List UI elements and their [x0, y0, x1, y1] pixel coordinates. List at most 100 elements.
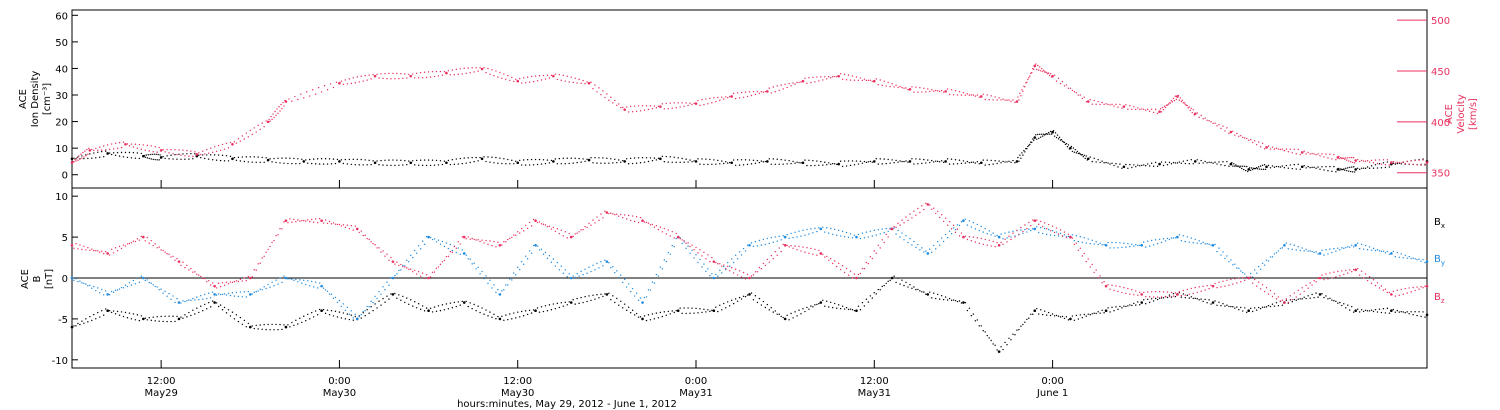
- bottom-series-2-trace: [1043, 222, 1046, 224]
- top-left-0-series-0-trace: [1146, 163, 1149, 165]
- top-right-1-series-0-point: [409, 74, 413, 78]
- bottom-series-1-trace: [91, 287, 93, 289]
- bottom-series-2-trace: [1253, 278, 1256, 281]
- bottom-series-2-trace: [1095, 269, 1097, 271]
- bottom-series-2-trace: [1075, 242, 1078, 244]
- bottom-series-2-trace: [984, 238, 986, 241]
- top-left-0-series-0-trace: [241, 156, 244, 158]
- bottom-series-1-trace: [1412, 257, 1414, 259]
- top-left-0-series-0-trace: [691, 161, 693, 163]
- bottom-series-0-trace: [457, 301, 459, 303]
- top-left-0-series-0-trace: [93, 152, 95, 154]
- bottom-series-2-trace: [857, 273, 860, 276]
- bottom-series-0-trace: [314, 310, 317, 312]
- bottom-series-2-trace: [190, 267, 192, 270]
- top-right-1-series-0-trace: [194, 151, 196, 153]
- bottom-series-0-trace: [219, 304, 222, 306]
- bottom-series-2-trace: [283, 221, 285, 223]
- top-left-0-series-0-trace: [1148, 165, 1151, 167]
- bottom-series-1-trace: [1416, 259, 1418, 261]
- top-left-0-series-0-trace: [639, 162, 642, 164]
- bottom-series-1-trace: [1093, 243, 1095, 245]
- top-right-1-series-0-trace: [386, 77, 388, 80]
- bottom-series-0-trace: [1400, 310, 1402, 313]
- bottom-series-2-trace: [1012, 232, 1014, 234]
- top-left-0-series-0-trace: [905, 160, 907, 162]
- top-right-1-series-0-trace: [847, 74, 850, 76]
- bottom-series-2-trace: [1325, 273, 1327, 275]
- bottom-series-0-trace: [1115, 306, 1117, 308]
- bottom-series-0-trace: [604, 293, 606, 295]
- top-right-1-series-0-trace: [701, 98, 703, 101]
- top-right-1-series-0-point: [159, 149, 163, 152]
- top-left-0-series-0-trace: [891, 159, 893, 161]
- top-right-1-series-0-trace: [794, 83, 796, 85]
- top-right-1-series-0-trace: [425, 76, 428, 79]
- top-right-1-series-0-trace: [1048, 74, 1051, 77]
- bottom-series-1-trace: [1067, 235, 1070, 238]
- bottom-series-2-point: [320, 219, 323, 223]
- bottom-series-1-trace: [1313, 251, 1315, 254]
- bottom-series-1-trace: [318, 282, 321, 284]
- top-right-1-series-0-point: [1158, 110, 1161, 114]
- top-left-0-series-0-trace: [927, 159, 929, 161]
- bottom-series-1-trace: [471, 263, 473, 265]
- top-left-0-series-0-trace: [833, 163, 836, 165]
- bottom-series-1-trace: [1028, 228, 1030, 230]
- bottom-series-0-trace: [661, 315, 664, 318]
- bottom-series-2-trace: [126, 243, 129, 245]
- bottom-series-2-trace: [471, 237, 473, 240]
- bottom-series-2-trace: [1315, 281, 1317, 283]
- bottom-series-0-trace: [629, 311, 632, 314]
- bottom-series-0-trace: [128, 312, 131, 314]
- bottom-series-0-trace: [108, 310, 111, 312]
- top-left-0-series-0-trace: [651, 160, 654, 162]
- bottom-series-2-trace: [461, 236, 463, 238]
- bottom-series-1-trace: [637, 299, 640, 302]
- bottom-series-1-trace: [618, 276, 620, 279]
- bottom-series-2-trace: [610, 212, 612, 214]
- bottom-series-1-trace: [368, 305, 370, 308]
- bottom-series-1-trace: [277, 283, 279, 285]
- bottom-series-0-trace: [1097, 311, 1099, 313]
- bottom-series-0-trace: [1006, 344, 1008, 346]
- bottom-series-1-trace: [1408, 256, 1410, 258]
- bottom-series-1-trace: [1190, 237, 1192, 239]
- bottom-series-0-trace: [1265, 306, 1268, 308]
- bottom-series-2-trace: [701, 255, 703, 257]
- bottom-series-2-trace: [719, 263, 721, 265]
- bottom-series-2-trace: [408, 268, 410, 271]
- bottom-series-0-trace: [1309, 297, 1311, 299]
- bottom-series-0-trace: [984, 331, 986, 333]
- bottom-series-2-trace: [1317, 277, 1319, 280]
- top-right-1-series-0-trace: [120, 146, 123, 149]
- top-right-1-series-0-trace: [457, 73, 459, 76]
- bottom-series-2-trace: [1182, 289, 1185, 292]
- bottom-series-1-trace: [851, 237, 854, 239]
- bottom-series-1-trace: [1255, 272, 1258, 274]
- top-left-0-series-0-trace: [736, 159, 739, 161]
- bottom-series-0-trace: [1307, 295, 1309, 297]
- bottom-series-0-trace: [580, 296, 582, 299]
- top-right-1-series-0-trace: [867, 79, 870, 82]
- bottom-series-1-trace: [83, 282, 85, 285]
- bottom-series-1-trace: [750, 242, 753, 244]
- bottom-series-1-trace: [938, 244, 941, 246]
- bottom-series-1-trace: [960, 220, 963, 223]
- bfield-tick-label: -5: [58, 315, 68, 326]
- top-left-0-series-0-trace: [992, 163, 994, 165]
- bottom-series-1-trace: [1186, 236, 1188, 238]
- bottom-series-2-trace: [766, 258, 769, 261]
- top-right-1-series-0-trace: [843, 73, 846, 76]
- top-right-1-series-0-trace: [974, 95, 977, 97]
- bottom-series-0-trace: [154, 320, 156, 322]
- top-left-0-series-0-trace: [136, 152, 139, 154]
- top-right-1-series-0-trace: [725, 96, 727, 98]
- bottom-series-0-trace: [1349, 309, 1351, 311]
- bottom-series-1-trace: [511, 279, 513, 281]
- bottom-series-2-trace: [1360, 270, 1363, 272]
- bottom-series-2-trace: [800, 250, 802, 252]
- top-right-1-series-0-point: [1086, 100, 1090, 103]
- bottom-series-2-trace: [1018, 233, 1020, 236]
- bottom-series-0-trace: [871, 297, 874, 299]
